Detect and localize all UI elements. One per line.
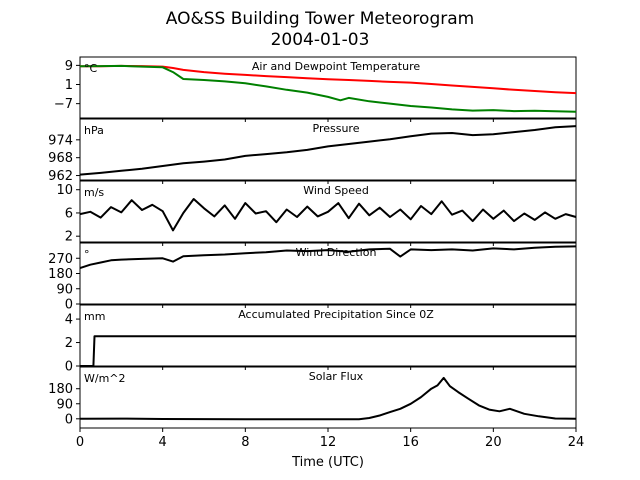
y-tick-label: 6 [65, 206, 73, 221]
y-tick-label: 90 [56, 397, 73, 412]
x-tick-label: 16 [402, 435, 419, 450]
series-line-0 [79, 125, 577, 176]
panel-unit: m/s [84, 186, 104, 199]
y-tick-label: −7 [54, 97, 73, 112]
y-tick-label: 974 [48, 133, 73, 148]
x-tick-label: 12 [320, 435, 337, 450]
x-axis: 0 4 8 12 16 20 24 [76, 435, 584, 450]
panel-title: Accumulated Precipitation Since 0Z [238, 308, 434, 321]
y-tick-label: 2 [65, 230, 73, 245]
y-tick-label: 0 [65, 298, 73, 313]
panel-unit: W/m^2 [84, 372, 126, 385]
series-line-0 [80, 64, 577, 95]
y-tick-label: 0 [65, 360, 73, 375]
x-tick-label: 24 [568, 435, 585, 450]
chart-subtitle: 2004-01-03 [271, 30, 370, 50]
y-tick-label: 2 [65, 336, 73, 351]
panel-title: Pressure [313, 122, 360, 135]
series-line-1 [79, 64, 577, 113]
y-tick-label: 10 [56, 183, 73, 198]
x-tick-label: 0 [76, 435, 84, 450]
y-tick-label: 270 [48, 252, 73, 267]
series-line-0 [79, 376, 577, 421]
panel-title: Solar Flux [309, 370, 364, 383]
series-line-0 [79, 245, 577, 270]
panel-unit: ° [84, 248, 90, 261]
y-tick-label: 180 [48, 382, 73, 397]
y-tick-label: 90 [56, 282, 73, 297]
panel-0: 9 1 −7 Air and Dewpoint Temperature °C [54, 56, 577, 122]
panel-title: Air and Dewpoint Temperature [252, 60, 420, 73]
series-line-0 [80, 335, 576, 367]
panel-unit: °C [84, 62, 98, 75]
panel-title: Wind Speed [303, 184, 369, 197]
chart-title: AO&SS Building Tower Meteorogram [166, 9, 474, 29]
y-tick-label: 180 [48, 267, 73, 282]
y-tick-label: 4 [65, 313, 73, 328]
y-tick-label: 1 [65, 78, 73, 93]
x-tick-label: 8 [241, 435, 249, 450]
panel-1: 962 968 974 Pressure hPa [48, 118, 577, 184]
y-tick-label: 9 [65, 59, 73, 74]
y-tick-label: 0 [65, 412, 73, 427]
panels-group: 9 1 −7 Air and Dewpoint Temperature °C 962 968… [48, 56, 577, 432]
series-line-0 [79, 198, 577, 232]
x-tick-label: 20 [485, 435, 502, 450]
panel-unit: hPa [84, 124, 104, 137]
y-tick-label: 962 [48, 169, 73, 184]
panel-unit: mm [84, 310, 105, 323]
y-tick-label: 968 [48, 151, 73, 166]
x-axis-label: Time (UTC) [291, 455, 364, 470]
x-tick-label: 4 [159, 435, 167, 450]
panel-2: 2 6 10 Wind Speed m/s [56, 180, 577, 246]
panel-title: Wind Direction [296, 246, 377, 259]
panel-4: 0 2 4 Accumulated Precipitation Since 0Z mm [65, 304, 577, 375]
